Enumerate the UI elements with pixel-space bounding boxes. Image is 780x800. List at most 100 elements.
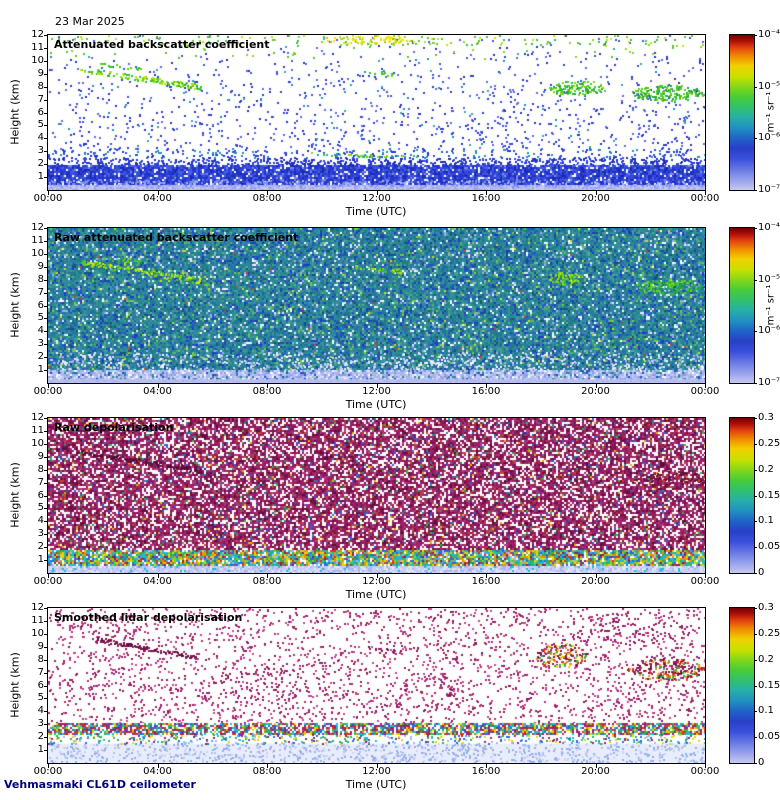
y-tick-label: 11 bbox=[31, 614, 44, 626]
colorbar-tick-mark bbox=[754, 573, 757, 574]
colorbar-depolarisation-2 bbox=[729, 607, 755, 764]
y-tick-mark bbox=[44, 521, 48, 523]
y-tick-mark bbox=[44, 228, 48, 229]
x-tick-mark bbox=[267, 384, 268, 388]
y-tick-label: 8 bbox=[37, 80, 44, 92]
colorbar-tick-label: 0.3 bbox=[758, 412, 774, 423]
y-tick-label: 3 bbox=[37, 145, 44, 157]
y-tick-mark bbox=[44, 608, 48, 609]
x-tick-mark bbox=[486, 574, 487, 578]
y-tick-mark bbox=[44, 482, 48, 484]
x-tick-label: 12:00 bbox=[362, 386, 391, 397]
colorbar-tick-label: 0 bbox=[758, 757, 765, 768]
y-tick-label: 3 bbox=[37, 338, 44, 350]
x-tick-mark bbox=[157, 764, 159, 768]
y-tick-mark bbox=[44, 456, 48, 458]
x-tick-label: 04:00 bbox=[143, 193, 172, 204]
x-tick-label: 08:00 bbox=[252, 386, 282, 397]
y-tick-label: 9 bbox=[37, 640, 44, 652]
x-tick-label: 16:00 bbox=[471, 576, 501, 587]
x-tick-mark bbox=[48, 574, 49, 578]
x-tick-mark bbox=[486, 764, 487, 768]
plot-area-attenuated-backscatter: Attenuated backscatter coefficient bbox=[47, 34, 706, 191]
colorbar-backscatter-1 bbox=[729, 34, 755, 191]
colorbar-tick-label: 10⁻⁷ bbox=[758, 377, 780, 388]
y-tick-mark bbox=[44, 370, 48, 372]
plot-title: Raw depolarisation bbox=[54, 421, 174, 434]
x-tick-mark bbox=[376, 384, 378, 388]
x-tick-mark bbox=[157, 191, 159, 195]
y-tick-label: 7 bbox=[37, 93, 44, 105]
colorbar-unit-label: m⁻¹ sr⁻¹ bbox=[765, 91, 777, 133]
x-tick-label: 00:00 bbox=[33, 766, 63, 777]
y-tick-label: 8 bbox=[37, 273, 44, 285]
y-tick-mark bbox=[44, 418, 48, 419]
y-tick-mark bbox=[44, 344, 48, 346]
y-tick-label: 12 bbox=[31, 29, 44, 40]
y-tick-mark bbox=[44, 469, 48, 471]
plot-area-smoothed-lidar-depolarisation: Smoothed lidar depolarisation bbox=[47, 607, 706, 764]
y-tick-mark bbox=[44, 711, 48, 713]
y-tick-mark bbox=[44, 633, 48, 635]
y-tick-mark bbox=[44, 35, 48, 36]
x-tick-label: 20:00 bbox=[581, 193, 610, 204]
colorbar-tick-mark bbox=[754, 763, 757, 764]
x-tick-mark bbox=[595, 191, 597, 195]
x-tick-mark bbox=[486, 191, 487, 195]
y-tick-label: 1 bbox=[37, 744, 44, 756]
y-tick-mark bbox=[44, 672, 48, 674]
x-tick-label: 12:00 bbox=[362, 193, 391, 204]
y-axis-label: Height (km) bbox=[8, 652, 22, 718]
x-tick-label: 00:00 bbox=[33, 386, 63, 397]
y-tick-label: 6 bbox=[37, 489, 44, 501]
x-tick-label: 04:00 bbox=[143, 766, 172, 777]
y-tick-label: 1 bbox=[37, 171, 44, 183]
y-tick-label: 2 bbox=[37, 351, 44, 363]
x-tick-mark bbox=[267, 574, 268, 578]
y-tick-label: 6 bbox=[37, 679, 44, 691]
y-tick-label: 4 bbox=[37, 515, 44, 527]
attenuated-backscatter-heatmap bbox=[48, 35, 705, 190]
x-tick-label: 00:00 bbox=[690, 193, 720, 204]
y-tick-label: 7 bbox=[37, 666, 44, 678]
colorbar-tick-label: 10⁻⁵ bbox=[758, 273, 780, 285]
y-tick-label: 4 bbox=[37, 132, 44, 144]
y-tick-mark bbox=[44, 659, 48, 661]
raw-depolarisation-heatmap bbox=[48, 418, 705, 573]
y-tick-label: 4 bbox=[37, 325, 44, 337]
y-tick-mark bbox=[44, 620, 48, 622]
y-tick-mark bbox=[44, 698, 48, 700]
x-tick-mark bbox=[486, 384, 487, 388]
y-tick-mark bbox=[44, 99, 48, 101]
y-tick-label: 7 bbox=[37, 476, 44, 488]
y-tick-mark bbox=[44, 138, 48, 140]
x-tick-mark bbox=[705, 191, 706, 195]
y-tick-mark bbox=[44, 164, 48, 166]
colorbar-tick-label: 10⁻⁶ bbox=[758, 132, 780, 144]
x-tick-mark bbox=[376, 574, 378, 578]
y-tick-label: 9 bbox=[37, 260, 44, 272]
colorbar-tick-label: 0.1 bbox=[758, 515, 774, 527]
y-tick-label: 10 bbox=[31, 437, 44, 449]
y-tick-mark bbox=[44, 646, 48, 648]
x-tick-mark bbox=[705, 764, 706, 768]
colorbar-tick-mark bbox=[754, 737, 757, 739]
y-tick-label: 1 bbox=[37, 364, 44, 376]
colorbar-tick-label: 0.05 bbox=[758, 731, 780, 743]
x-tick-mark bbox=[376, 764, 378, 768]
y-tick-mark bbox=[44, 331, 48, 333]
x-axis-label: Time (UTC) bbox=[345, 588, 407, 601]
y-axis-label: Height (km) bbox=[8, 79, 22, 145]
y-tick-mark bbox=[44, 177, 48, 179]
x-tick-mark bbox=[705, 384, 706, 388]
y-tick-mark bbox=[44, 253, 48, 255]
y-tick-label: 7 bbox=[37, 286, 44, 298]
y-tick-mark bbox=[44, 443, 48, 445]
y-tick-mark bbox=[44, 292, 48, 294]
x-tick-label: 12:00 bbox=[362, 766, 391, 777]
y-tick-label: 9 bbox=[37, 67, 44, 79]
colorbar-tick-mark bbox=[754, 279, 757, 281]
y-axis-label: Height (km) bbox=[8, 462, 22, 528]
plot-title: Raw attenuated backscatter coefficient bbox=[54, 231, 299, 244]
